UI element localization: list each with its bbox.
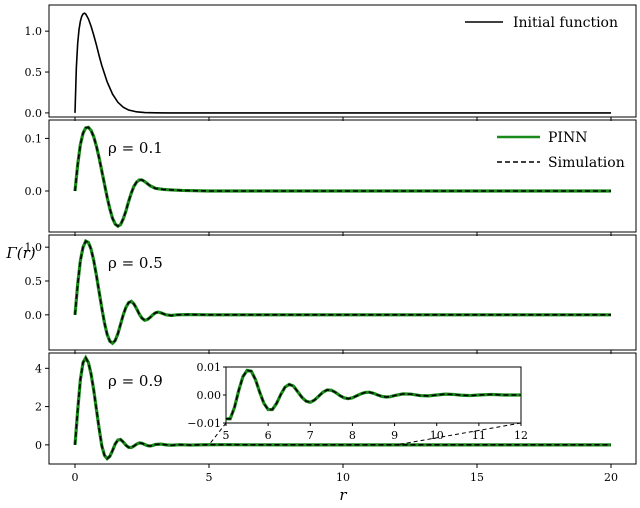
inset-connector-left <box>208 422 227 446</box>
y-tick-label: 0.0 <box>25 309 43 322</box>
y-axis-label: Γ(r) <box>5 244 35 262</box>
inset-x-tick-label: 6 <box>265 429 272 442</box>
inset-x-tick-label: 5 <box>223 429 230 442</box>
y-tick-label: 1.0 <box>25 25 43 38</box>
inset-x-tick-label: 12 <box>514 429 528 442</box>
inset-series-line-simulation <box>226 369 521 420</box>
rho-annotation: ρ = 0.5 <box>108 254 163 272</box>
y-tick-label: 0.5 <box>25 275 43 288</box>
inset-x-tick-label: 8 <box>349 429 356 442</box>
y-tick-label: 4 <box>35 362 42 375</box>
y-tick-label: 0.1 <box>25 132 43 145</box>
series-line-simulation <box>74 239 611 345</box>
inset-y-tick-label: 0.00 <box>197 389 222 402</box>
legend-label: PINN <box>548 130 587 146</box>
inset-x-tick-label: 11 <box>472 429 486 442</box>
inset-connector-right <box>396 422 522 446</box>
rho-annotation: ρ = 0.1 <box>108 139 163 157</box>
inset-panel: 0.01 0.00 −0.015 6 7 8 9 10 11 12 <box>187 361 528 442</box>
legend-label: Simulation <box>548 155 625 171</box>
rho-annotation: ρ = 0.9 <box>108 372 163 390</box>
panel-initial: 0.0 0.5 1.0 Initial function <box>25 4 637 121</box>
y-tick-label: 1.0 <box>25 241 43 254</box>
x-tick-label: 5 <box>206 471 213 484</box>
panel-rho01: 0.0 0.1 ρ = 0.1 PINN Simulation <box>25 119 637 236</box>
x-tick-label: 10 <box>336 471 350 484</box>
x-tick-label: 15 <box>470 471 484 484</box>
x-tick-label: 20 <box>604 471 618 484</box>
panels: 0.0 0.5 1.0 Initial function 0.0 0.1 ρ = 0.1 PI… <box>25 4 637 484</box>
inset-x-tick-label: 9 <box>391 429 398 442</box>
y-tick-label: 0.0 <box>25 185 43 198</box>
series-line-pinn <box>73 125 611 229</box>
y-tick-label: 0.5 <box>25 66 43 79</box>
x-axis-label: r <box>339 486 347 504</box>
inset-x-tick-label: 7 <box>307 429 314 442</box>
inset-y-tick-label: 0.01 <box>197 361 222 374</box>
y-tick-label: 2 <box>35 401 42 414</box>
y-tick-label: 0.0 <box>25 107 43 120</box>
series-line-initial <box>74 12 611 114</box>
series-line-simulation <box>74 356 611 460</box>
panel-frame <box>48 234 637 351</box>
x-tick-label: 0 <box>72 471 79 484</box>
y-tick-label: 0 <box>35 439 42 452</box>
panel-rho05: 0.0 0.5 1.0 ρ = 0.5 <box>25 234 637 354</box>
inset-x-tick-label: 10 <box>430 429 444 442</box>
legend-label: Initial function <box>513 15 618 31</box>
inset-y-tick-label: −0.01 <box>187 417 221 430</box>
